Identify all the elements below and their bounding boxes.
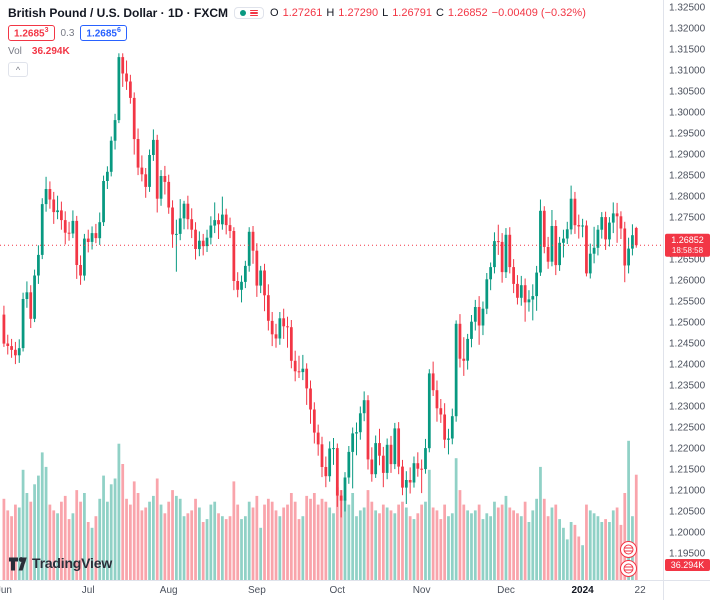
low-value: 1.26791 bbox=[392, 7, 432, 19]
tradingview-logo[interactable]: TradingView bbox=[8, 553, 112, 572]
list-icon bbox=[250, 9, 259, 17]
time-axis[interactable]: Jun Jul Aug Sep Oct Nov Dec 2024 22 bbox=[0, 580, 663, 600]
price-axis-label: 1.23500 bbox=[669, 380, 706, 392]
price-axis-label: 1.32500 bbox=[669, 2, 706, 14]
time-axis-label[interactable]: Aug bbox=[159, 585, 178, 596]
time-axis-label[interactable]: 22 bbox=[634, 585, 646, 596]
price-axis-label: 1.19500 bbox=[669, 548, 706, 560]
time-axis-label[interactable]: Oct bbox=[329, 585, 346, 596]
high-value: 1.27290 bbox=[338, 7, 379, 19]
legend-source-pill[interactable] bbox=[234, 6, 265, 20]
ohlc-values: O 1.27261 H 1.27290 L 1.26791 C 1.26852 −0.0… bbox=[270, 7, 586, 19]
time-axis-label[interactable]: 2024 bbox=[571, 585, 594, 596]
price-axis-label: 1.29500 bbox=[669, 128, 706, 140]
volume-label[interactable]: Vol bbox=[8, 46, 22, 58]
close-label: C bbox=[435, 7, 444, 19]
time-axis-label[interactable]: Jun bbox=[0, 585, 12, 596]
tradingview-logo-text: TradingView bbox=[32, 554, 113, 571]
price-axis-label: 1.26000 bbox=[669, 275, 706, 287]
bar-countdown: 18:58:58 bbox=[671, 245, 704, 255]
price-axis-label: 1.20500 bbox=[669, 506, 706, 518]
open-value: 1.27261 bbox=[282, 7, 323, 19]
change-value: −0.00409 (−0.32%) bbox=[491, 7, 586, 19]
tradingview-logo-icon bbox=[9, 557, 27, 571]
market-status-dot-icon bbox=[240, 10, 247, 16]
volume-axis-badge: 36.294K bbox=[665, 559, 710, 571]
time-axis-label[interactable]: Dec bbox=[497, 585, 515, 596]
low-label: L bbox=[382, 7, 389, 19]
price-axis-label: 1.24000 bbox=[669, 359, 706, 371]
last-price-value: 1.26852 bbox=[671, 234, 704, 245]
time-axis-label[interactable]: Jul bbox=[81, 585, 95, 596]
price-axis-label: 1.20000 bbox=[669, 527, 706, 539]
price-axis-label: 1.21500 bbox=[669, 464, 706, 476]
buy-ask-button[interactable]: 1.26856 bbox=[80, 25, 127, 42]
legend-collapse-button[interactable]: ^ bbox=[8, 62, 28, 78]
symbol-title[interactable]: British Pound / U.S. Dollar · 1D · FXCM bbox=[8, 6, 229, 20]
price-axis-label: 1.30000 bbox=[669, 107, 706, 119]
chart-legend: British Pound / U.S. Dollar · 1D · FXCM … bbox=[8, 6, 586, 78]
price-axis-label: 1.25000 bbox=[669, 317, 706, 329]
price-axis-label: 1.29000 bbox=[669, 149, 706, 161]
price-axis-label: 1.28000 bbox=[669, 191, 706, 203]
price-axis-label: 1.28500 bbox=[669, 170, 706, 182]
spread-value: 0.3 bbox=[60, 27, 75, 39]
price-axis-label: 1.23000 bbox=[669, 401, 706, 413]
candlestick-volume-chart[interactable] bbox=[0, 0, 663, 580]
price-axis-label: 1.22000 bbox=[669, 443, 706, 455]
price-axis-label: 1.21000 bbox=[669, 485, 706, 497]
price-chart-pane[interactable]: British Pound / U.S. Dollar · 1D · FXCM … bbox=[0, 0, 663, 580]
chevron-up-icon: ^ bbox=[15, 64, 21, 75]
axis-corner bbox=[663, 580, 710, 600]
price-axis-label: 1.30500 bbox=[669, 86, 706, 98]
volume-value: 36.294K bbox=[31, 46, 70, 58]
open-label: O bbox=[270, 7, 279, 19]
last-price-badge: 1.26852 18:58:58 bbox=[665, 233, 710, 257]
price-axis-label: 1.24500 bbox=[669, 338, 706, 350]
floating-circle-button-top[interactable] bbox=[620, 541, 637, 558]
price-axis[interactable]: 1.26852 18:58:58 36.294K 1.32500 1.32000 1… bbox=[663, 0, 710, 580]
close-value: 1.26852 bbox=[447, 7, 488, 19]
price-axis-label: 1.26500 bbox=[669, 254, 706, 266]
floating-circle-button-bottom[interactable] bbox=[620, 560, 637, 577]
price-axis-label: 1.32000 bbox=[669, 23, 706, 35]
target-rings-icon bbox=[623, 544, 634, 555]
high-label: H bbox=[326, 7, 335, 19]
target-rings-icon bbox=[623, 563, 634, 574]
time-axis-label[interactable]: Sep bbox=[247, 585, 266, 596]
time-axis-label[interactable]: Nov bbox=[412, 585, 431, 596]
sell-bid-button[interactable]: 1.26853 bbox=[8, 25, 55, 42]
price-axis-label: 1.27500 bbox=[669, 212, 706, 224]
price-axis-label: 1.22500 bbox=[669, 422, 706, 434]
price-axis-label: 1.25500 bbox=[669, 296, 706, 308]
price-axis-label: 1.31000 bbox=[669, 65, 706, 77]
floating-buttons bbox=[620, 541, 637, 577]
price-axis-label: 1.31500 bbox=[669, 44, 706, 56]
